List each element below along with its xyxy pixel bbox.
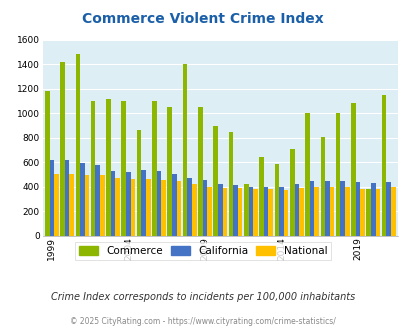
Bar	[222, 188, 226, 236]
Bar	[263, 187, 268, 236]
Bar	[91, 101, 95, 236]
Bar	[54, 174, 59, 236]
Bar	[121, 101, 126, 236]
Bar	[366, 189, 370, 236]
Bar	[115, 178, 119, 236]
Bar	[75, 54, 80, 236]
Bar	[156, 171, 161, 236]
Bar	[65, 160, 69, 236]
Bar	[340, 182, 344, 236]
Bar	[233, 185, 237, 236]
Bar	[130, 179, 135, 236]
Bar	[305, 113, 309, 236]
Bar	[320, 137, 324, 236]
Bar	[370, 183, 375, 236]
Bar	[360, 189, 364, 236]
Bar	[69, 174, 74, 236]
Bar	[213, 125, 217, 236]
Bar	[182, 64, 187, 236]
Bar	[161, 180, 166, 236]
Bar	[95, 165, 100, 236]
Bar	[375, 189, 379, 236]
Bar	[253, 189, 257, 236]
Bar	[172, 174, 176, 236]
Bar	[146, 179, 150, 236]
Bar	[381, 95, 386, 236]
Bar	[100, 175, 104, 236]
Bar	[324, 181, 329, 236]
Bar	[176, 182, 181, 236]
Bar	[187, 178, 192, 236]
Bar	[85, 175, 89, 236]
Bar	[268, 189, 273, 236]
Bar	[294, 184, 298, 236]
Bar	[45, 91, 49, 236]
Bar	[329, 187, 333, 236]
Bar	[390, 187, 394, 236]
Text: Commerce Violent Crime Index: Commerce Violent Crime Index	[82, 12, 323, 25]
Bar	[386, 182, 390, 236]
Text: © 2025 CityRating.com - https://www.cityrating.com/crime-statistics/: © 2025 CityRating.com - https://www.city…	[70, 317, 335, 326]
Bar	[192, 184, 196, 236]
Bar	[167, 107, 172, 236]
Bar	[202, 180, 207, 236]
Bar	[60, 62, 65, 236]
Bar	[248, 187, 253, 236]
Bar	[141, 170, 146, 236]
Bar	[335, 113, 340, 236]
Bar	[350, 103, 355, 236]
Bar	[274, 164, 279, 236]
Text: Crime Index corresponds to incidents per 100,000 inhabitants: Crime Index corresponds to incidents per…	[51, 292, 354, 302]
Bar	[106, 98, 111, 236]
Bar	[313, 187, 318, 236]
Bar	[136, 130, 141, 236]
Bar	[355, 182, 360, 236]
Bar	[344, 187, 349, 236]
Bar	[152, 101, 156, 236]
Bar	[126, 172, 130, 236]
Bar	[283, 190, 288, 236]
Bar	[237, 188, 242, 236]
Legend: Commerce, California, National: Commerce, California, National	[75, 242, 330, 260]
Bar	[289, 149, 294, 236]
Bar	[217, 184, 222, 236]
Bar	[111, 171, 115, 236]
Bar	[80, 163, 85, 236]
Bar	[49, 160, 54, 236]
Bar	[243, 184, 248, 236]
Bar	[259, 157, 263, 236]
Bar	[309, 182, 313, 236]
Bar	[298, 188, 303, 236]
Bar	[279, 187, 283, 236]
Bar	[228, 132, 233, 236]
Bar	[207, 187, 211, 236]
Bar	[198, 107, 202, 236]
